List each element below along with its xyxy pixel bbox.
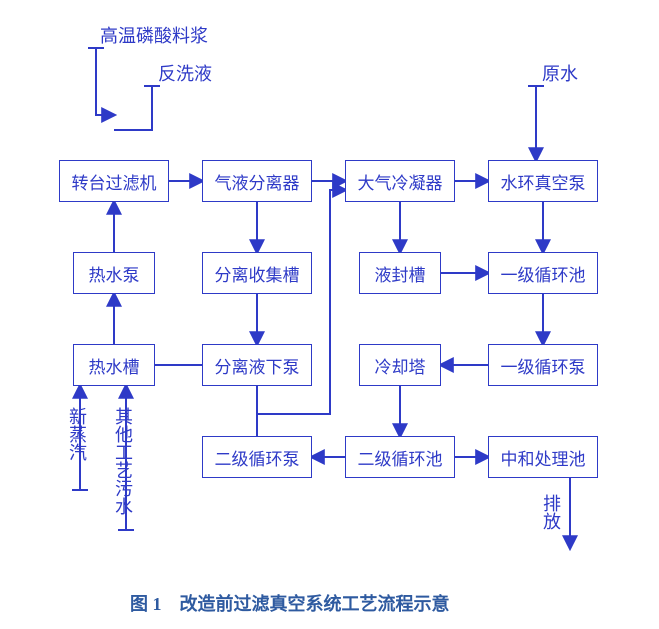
edge <box>96 48 114 115</box>
flow-node-label: 冷却塔 <box>375 353 426 378</box>
flow-node-label: 一级循环泵 <box>501 353 586 378</box>
flow-node-label: 转台过滤机 <box>72 169 157 194</box>
free-label-l_slurry: 高温磷酸料浆 <box>100 22 208 48</box>
flow-node-n_cooltower: 冷却塔 <box>359 344 441 386</box>
flow-node-n_coltank: 分离收集槽 <box>202 252 312 294</box>
flow-node-n_filter: 转台过滤机 <box>59 160 169 202</box>
flow-node-label: 分离收集槽 <box>215 261 300 286</box>
flow-node-label: 液封槽 <box>375 261 426 286</box>
flow-node-n_sealtank: 液封槽 <box>359 252 441 294</box>
free-label-l_waste: 其他工艺污水 <box>110 407 136 515</box>
figure-caption-text: 改造前过滤真空系统工艺流程示意 <box>162 594 450 614</box>
flow-node-label: 热水槽 <box>89 353 140 378</box>
flow-node-n_separator: 气液分离器 <box>202 160 312 202</box>
flow-node-label: 大气冷凝器 <box>358 169 443 194</box>
flow-node-label: 二级循环池 <box>358 445 443 470</box>
free-label-l_discharge: 排放 <box>538 494 564 530</box>
flow-node-n_loop1pump: 一级循环泵 <box>488 344 598 386</box>
flow-node-n_seppump: 分离液下泵 <box>202 344 312 386</box>
flow-node-label: 一级循环池 <box>501 261 586 286</box>
figure-caption-number: 图 1 <box>130 594 162 614</box>
edge <box>114 86 152 130</box>
flow-node-label: 气液分离器 <box>215 169 300 194</box>
flow-node-n_loop1pool: 一级循环池 <box>488 252 598 294</box>
flow-node-n_condenser: 大气冷凝器 <box>345 160 455 202</box>
flow-node-label: 二级循环泵 <box>215 445 300 470</box>
flow-node-n_hotpump: 热水泵 <box>73 252 155 294</box>
flow-node-n_loop2pump: 二级循环泵 <box>202 436 312 478</box>
figure-caption: 图 1 改造前过滤真空系统工艺流程示意 <box>130 590 450 616</box>
flow-node-label: 热水泵 <box>89 261 140 286</box>
flow-node-n_hottank: 热水槽 <box>73 344 155 386</box>
free-label-l_rawwater: 原水 <box>542 60 578 86</box>
flow-node-label: 中和处理池 <box>501 445 586 470</box>
free-label-l_steam: 新蒸汽 <box>64 407 90 461</box>
free-label-l_backwash: 反洗液 <box>158 60 212 86</box>
flow-node-n_loop2pool: 二级循环池 <box>345 436 455 478</box>
flow-node-label: 分离液下泵 <box>215 353 300 378</box>
diagram-canvas: 转台过滤机 气液分离器 大气冷凝器 水环真空泵热水泵 分离收集槽 液封槽 一级循环池热水槽 分… <box>0 0 659 629</box>
flow-node-n_vacpump: 水环真空泵 <box>488 160 598 202</box>
flow-node-label: 水环真空泵 <box>501 169 586 194</box>
edge-layer <box>0 0 659 629</box>
flow-node-n_neutral: 中和处理池 <box>488 436 598 478</box>
